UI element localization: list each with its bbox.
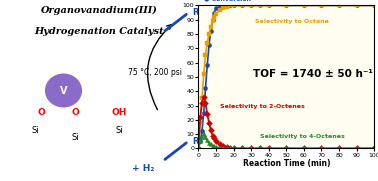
X-axis label: Reaction Time (min): Reaction Time (min) xyxy=(243,159,330,168)
Text: Selectivity to 4-Octenes: Selectivity to 4-Octenes xyxy=(260,134,345,139)
Text: ● Conversion: ● Conversion xyxy=(204,0,251,1)
Text: + H₂: + H₂ xyxy=(132,164,154,173)
Text: Si: Si xyxy=(32,126,40,135)
FancyArrowPatch shape xyxy=(147,25,172,110)
Text: Organovanadium(III): Organovanadium(III) xyxy=(41,5,158,14)
Text: Selectivity to 2-Octenes: Selectivity to 2-Octenes xyxy=(220,104,304,109)
Text: Si: Si xyxy=(71,133,79,142)
Text: TOF = 1740 ± 50 h⁻¹: TOF = 1740 ± 50 h⁻¹ xyxy=(253,69,373,79)
Text: R: R xyxy=(192,8,199,17)
Text: O: O xyxy=(71,108,79,117)
Text: Si: Si xyxy=(115,126,123,135)
Text: R: R xyxy=(192,137,199,146)
Text: Selectivity to Octane: Selectivity to Octane xyxy=(255,19,328,24)
Text: OH: OH xyxy=(112,108,127,117)
Circle shape xyxy=(46,74,81,107)
Text: O: O xyxy=(38,108,46,117)
Text: V: V xyxy=(60,85,67,96)
Text: 75 °C, 200 psi: 75 °C, 200 psi xyxy=(128,68,182,77)
Text: Hydrogenation Catalyst: Hydrogenation Catalyst xyxy=(34,27,164,36)
